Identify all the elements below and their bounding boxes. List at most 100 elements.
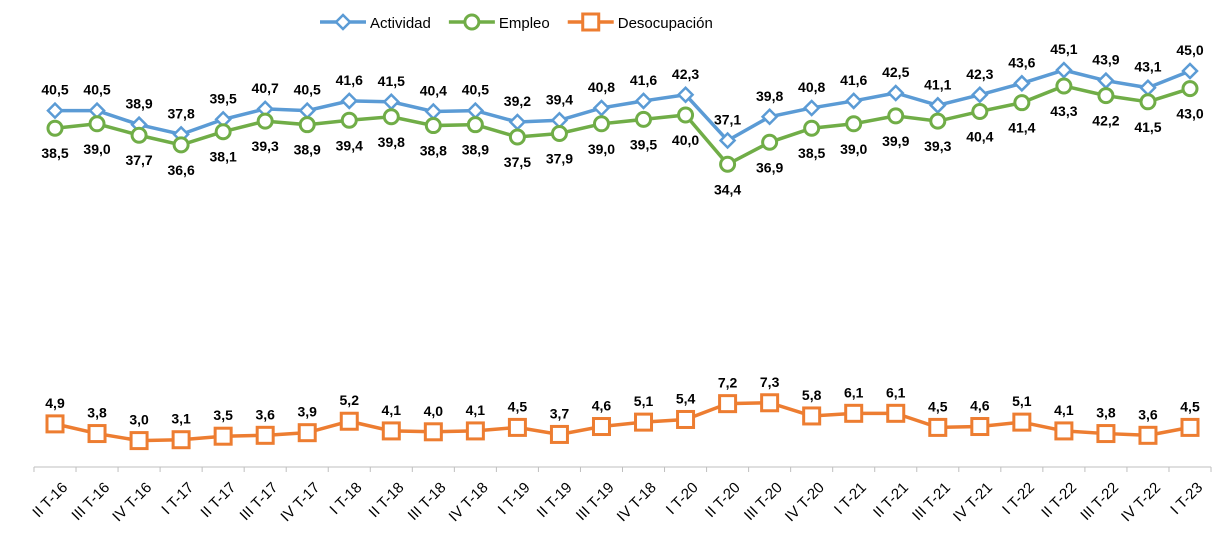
data-label: 3,0 [129, 412, 149, 428]
data-label: 38,9 [125, 96, 152, 112]
marker [463, 13, 481, 31]
data-label: 4,6 [970, 398, 990, 414]
marker [130, 126, 148, 144]
marker [1013, 74, 1031, 93]
data-label: 40,0 [672, 132, 699, 148]
data-label: 39,3 [252, 138, 279, 154]
marker [971, 102, 989, 120]
data-label: 41,6 [840, 72, 867, 88]
data-label: 37,5 [504, 154, 531, 170]
marker [424, 117, 442, 135]
data-label: 38,5 [41, 145, 68, 161]
marker [1013, 94, 1031, 112]
marker [760, 393, 780, 413]
marker [1181, 62, 1199, 80]
data-label: 3,7 [550, 405, 570, 421]
data-label: 43,1 [1134, 59, 1161, 75]
marker [255, 425, 275, 445]
marker [340, 92, 359, 110]
marker [508, 113, 527, 131]
marker [592, 115, 610, 133]
marker [298, 116, 316, 134]
x-tick-label: I T-22 [999, 479, 1038, 518]
marker [677, 106, 695, 124]
data-label: 4,9 [45, 395, 65, 411]
data-label: 37,9 [546, 150, 573, 166]
data-label: 38,5 [798, 145, 825, 161]
x-tick-label: IV T-18 [446, 479, 492, 525]
data-label: 42,3 [966, 66, 993, 82]
series-line [54, 401, 1191, 443]
marker [334, 13, 352, 31]
marker [634, 92, 653, 110]
marker [46, 119, 64, 137]
marker [550, 124, 568, 142]
data-label: 3,8 [1096, 405, 1116, 421]
x-tick-label: IV T-16 [109, 479, 155, 525]
data-label: 5,1 [634, 393, 654, 409]
legend-label: Desocupación [618, 15, 713, 32]
marker [581, 12, 601, 32]
data-label: 3,6 [1138, 406, 1158, 422]
marker [1139, 78, 1157, 97]
marker [929, 96, 947, 115]
data-label: 41,1 [924, 76, 951, 92]
data-label: 40,5 [462, 82, 489, 98]
data-label: 3,8 [87, 405, 107, 421]
data-label: 4,6 [592, 398, 612, 414]
marker [382, 93, 401, 111]
marker [844, 403, 864, 423]
marker [1139, 93, 1157, 111]
data-label: 41,5 [1134, 119, 1161, 135]
data-label: 40,7 [252, 80, 279, 96]
marker [423, 422, 443, 442]
x-tick-label: I T-17 [158, 479, 197, 518]
marker [719, 155, 737, 173]
marker [549, 424, 569, 444]
marker [87, 424, 107, 444]
data-label: 38,8 [420, 143, 447, 159]
data-label: 6,1 [844, 384, 864, 400]
marker [256, 112, 274, 130]
data-label: 36,9 [756, 159, 783, 175]
data-label: 38,9 [462, 142, 489, 158]
data-label: 5,2 [340, 392, 360, 408]
data-label: 4,5 [1180, 398, 1200, 414]
data-label: 41,6 [336, 72, 363, 88]
data-label: 40,5 [41, 82, 68, 98]
data-label: 40,8 [798, 79, 825, 95]
series-line [54, 84, 1191, 167]
data-label: 5,4 [676, 390, 696, 406]
data-label: 3,1 [171, 411, 191, 427]
marker [886, 84, 905, 102]
marker [1096, 424, 1116, 444]
marker [171, 430, 191, 450]
data-label: 40,5 [83, 82, 110, 98]
data-label: 39,0 [840, 141, 867, 157]
data-label: 43,6 [1008, 54, 1035, 70]
data-label: 38,9 [294, 142, 321, 158]
x-tick-label: I T-18 [326, 479, 365, 518]
marker [718, 394, 738, 414]
data-label: 39,0 [588, 141, 615, 157]
marker [298, 101, 316, 120]
data-label: 5,1 [1012, 393, 1032, 409]
marker [886, 403, 906, 423]
x-tick-label: III T-20 [741, 479, 786, 524]
data-label: 37,7 [125, 152, 152, 168]
data-label: 45,0 [1176, 42, 1203, 58]
data-label: 39,4 [336, 137, 363, 153]
data-label: 7,2 [718, 375, 738, 391]
data-label: 36,6 [167, 162, 194, 178]
data-label: 40,5 [294, 82, 321, 98]
x-tick-label: IV T-21 [950, 479, 996, 525]
marker [676, 85, 695, 104]
data-label: 3,6 [255, 406, 275, 422]
marker [1055, 61, 1073, 79]
x-tick-label: II T-20 [702, 479, 744, 521]
x-tick-label: II T-17 [197, 479, 239, 521]
x-tick-label: II T-18 [366, 479, 408, 521]
marker [507, 417, 527, 437]
data-label: 42,2 [1092, 113, 1119, 129]
